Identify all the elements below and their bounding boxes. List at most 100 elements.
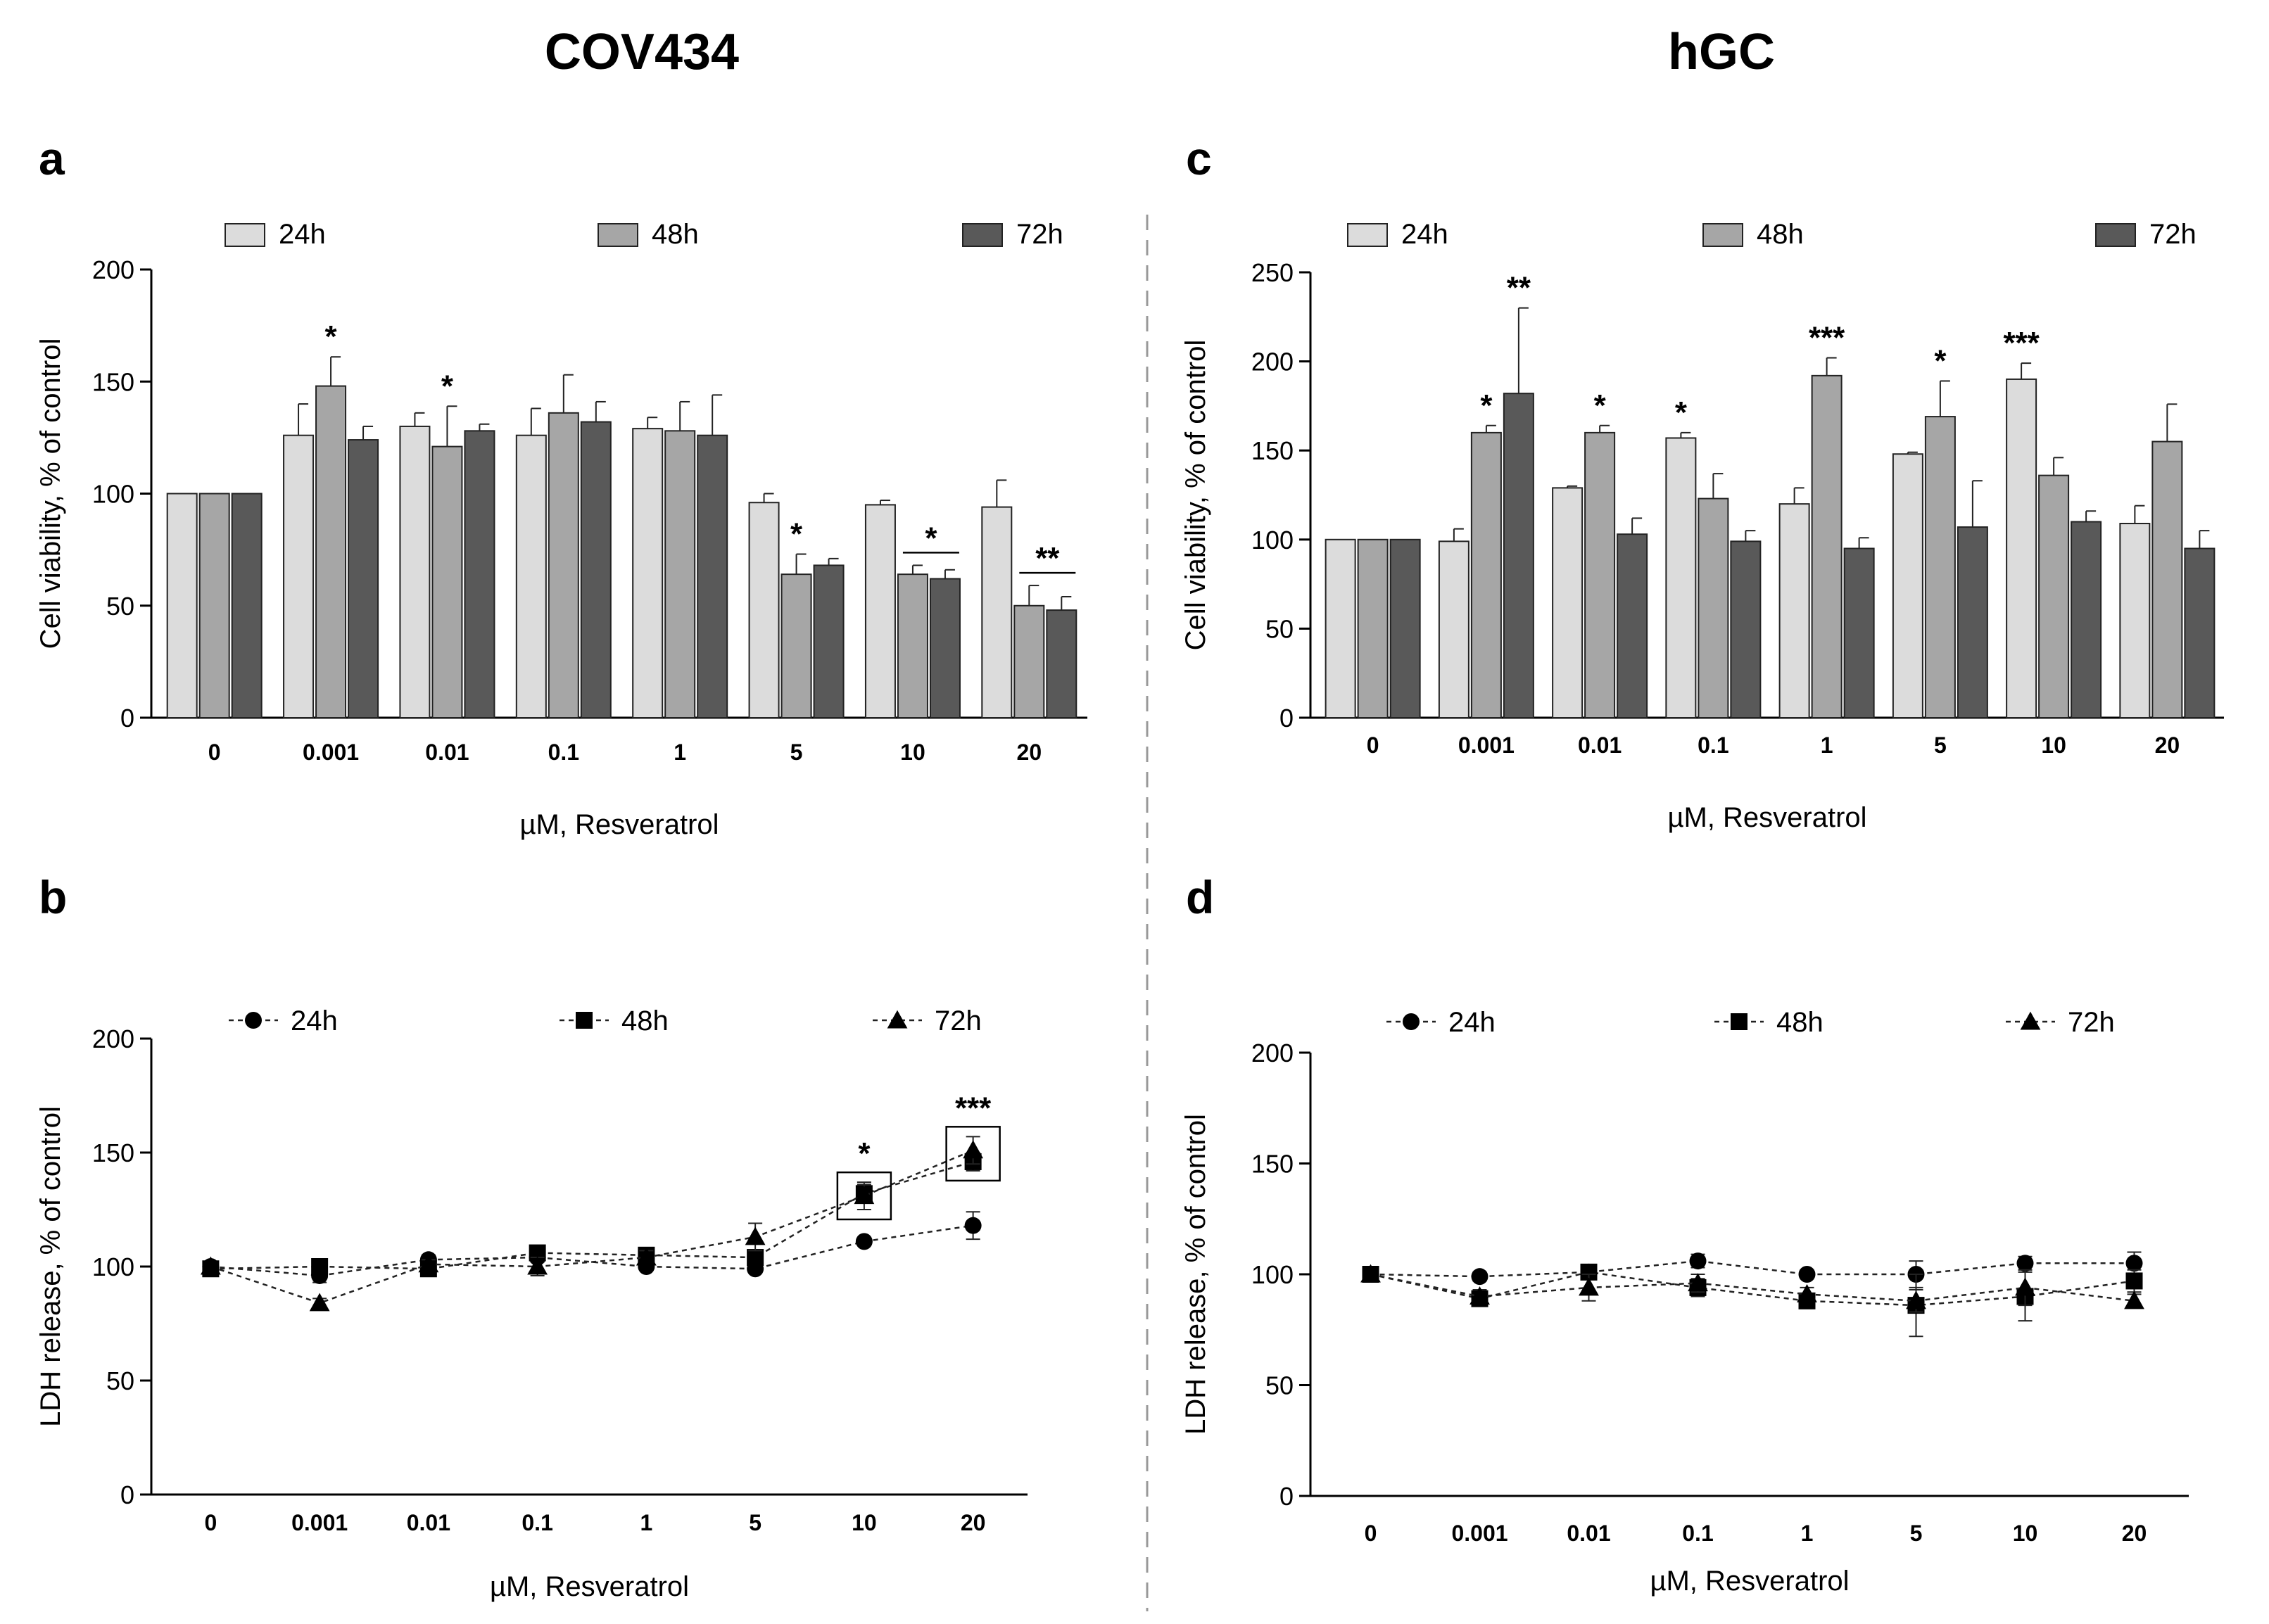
significance-marker: * bbox=[925, 521, 937, 555]
y-tick-label: 0 bbox=[120, 704, 134, 732]
y-tick-label: 100 bbox=[92, 480, 134, 509]
y-tick-label: 200 bbox=[1251, 348, 1294, 376]
y-axis-label: LDH release, % of control bbox=[1180, 1114, 1211, 1435]
bar bbox=[1046, 609, 1077, 718]
bar bbox=[664, 430, 696, 718]
x-tick-label: 1 bbox=[640, 1510, 652, 1535]
bar bbox=[2151, 440, 2183, 718]
legend-label: 24h bbox=[1401, 219, 1448, 250]
y-tick-label: 150 bbox=[92, 1138, 134, 1167]
legend-swatch bbox=[2095, 223, 2136, 247]
x-tick-label: 5 bbox=[749, 1510, 761, 1535]
legend-label: 48h bbox=[621, 1006, 669, 1036]
significance-marker: * bbox=[441, 369, 454, 403]
bar bbox=[632, 428, 664, 718]
bar bbox=[1698, 497, 1729, 719]
significance-box bbox=[836, 1171, 892, 1221]
significance-marker: * bbox=[790, 516, 803, 551]
y-tick-label: 0 bbox=[120, 1480, 134, 1509]
x-tick-label: 10 bbox=[2041, 732, 2066, 758]
x-tick-label: 0 bbox=[1365, 1521, 1377, 1546]
legend-marker bbox=[576, 1012, 593, 1029]
x-tick-label: 20 bbox=[2155, 732, 2180, 758]
bar bbox=[580, 421, 612, 719]
legend-label: 24h bbox=[291, 1006, 338, 1036]
legend-label: 72h bbox=[935, 1006, 982, 1036]
legend-swatch bbox=[1347, 223, 1388, 247]
data-point-72h bbox=[2124, 1290, 2144, 1309]
data-point-72h bbox=[745, 1226, 766, 1245]
x-tick-label: 0.01 bbox=[1567, 1521, 1610, 1546]
bar bbox=[780, 573, 812, 718]
data-point-72h bbox=[200, 1256, 221, 1275]
data-point-72h bbox=[854, 1186, 875, 1205]
x-tick-label: 0.001 bbox=[1458, 732, 1515, 758]
x-tick-label: 0.01 bbox=[425, 740, 469, 765]
legend-marker bbox=[245, 1012, 262, 1029]
data-point-72h bbox=[418, 1254, 439, 1273]
bar bbox=[1357, 538, 1389, 718]
x-tick-label: 0 bbox=[204, 1510, 217, 1535]
significance-marker: * bbox=[1594, 388, 1607, 423]
bar bbox=[1843, 547, 1875, 719]
data-point-24h bbox=[1471, 1268, 1489, 1286]
y-axis-label: Cell viability, % of control bbox=[35, 338, 66, 649]
panel-letter-c: c bbox=[1186, 132, 1212, 184]
x-tick-label: 1 bbox=[1821, 732, 1833, 758]
significance-marker: *** bbox=[2003, 326, 2040, 360]
bar bbox=[1665, 437, 1697, 718]
x-tick-label: 0.001 bbox=[1451, 1521, 1508, 1546]
data-point-72h bbox=[1797, 1283, 1817, 1302]
x-tick-label: 0 bbox=[1367, 732, 1379, 758]
bar bbox=[1730, 540, 1762, 718]
series-line-72h bbox=[1370, 1273, 2135, 1302]
panel-letter-d: d bbox=[1186, 871, 1214, 923]
x-tick-label: 20 bbox=[2122, 1521, 2147, 1546]
legend-swatch bbox=[225, 223, 265, 247]
data-point-72h bbox=[2015, 1277, 2035, 1296]
x-tick-label: 10 bbox=[852, 1510, 877, 1535]
y-tick-label: 50 bbox=[1265, 614, 1294, 643]
legend-marker bbox=[1403, 1013, 1420, 1030]
data-point-24h bbox=[1689, 1252, 1707, 1270]
x-tick-label: 5 bbox=[790, 740, 803, 765]
bar bbox=[1438, 540, 1470, 718]
bar bbox=[2071, 521, 2102, 718]
legend-label: 48h bbox=[1776, 1007, 1824, 1038]
legend-swatch bbox=[962, 223, 1003, 247]
bar bbox=[431, 445, 463, 718]
data-point-72h bbox=[527, 1256, 548, 1275]
column-title-hgc: hGC bbox=[1668, 24, 1775, 80]
data-point-48h bbox=[747, 1249, 764, 1267]
bar bbox=[1957, 526, 1988, 718]
x-tick-label: 0.01 bbox=[407, 1510, 450, 1535]
bar bbox=[348, 439, 379, 718]
y-tick-label: 200 bbox=[92, 255, 134, 284]
bar bbox=[1552, 487, 1584, 718]
x-tick-label: 0.001 bbox=[303, 740, 359, 765]
series-line-48h bbox=[210, 1160, 973, 1270]
bar bbox=[2038, 474, 2070, 718]
bar bbox=[1389, 538, 1421, 718]
legend-label: 72h bbox=[2149, 219, 2197, 250]
significance-marker: *** bbox=[955, 1091, 992, 1125]
bar bbox=[1013, 604, 1045, 718]
data-point-24h bbox=[1798, 1266, 1816, 1283]
data-point-72h bbox=[1906, 1290, 1926, 1309]
x-axis-label: µM, Resveratrol bbox=[1650, 1566, 1849, 1597]
legend-swatch bbox=[1702, 223, 1743, 247]
legend-marker bbox=[2020, 1011, 2041, 1030]
y-tick-label: 250 bbox=[1251, 258, 1294, 287]
legend-label: 48h bbox=[652, 219, 699, 250]
y-axis-label: Cell viability, % of control bbox=[1180, 340, 1211, 651]
bar bbox=[897, 573, 928, 718]
bar bbox=[231, 493, 263, 718]
data-point-72h bbox=[1360, 1264, 1381, 1283]
legend-swatch bbox=[598, 223, 638, 247]
legend-label: 24h bbox=[1448, 1007, 1496, 1038]
y-tick-label: 100 bbox=[92, 1252, 134, 1281]
y-tick-label: 100 bbox=[1251, 1260, 1294, 1289]
